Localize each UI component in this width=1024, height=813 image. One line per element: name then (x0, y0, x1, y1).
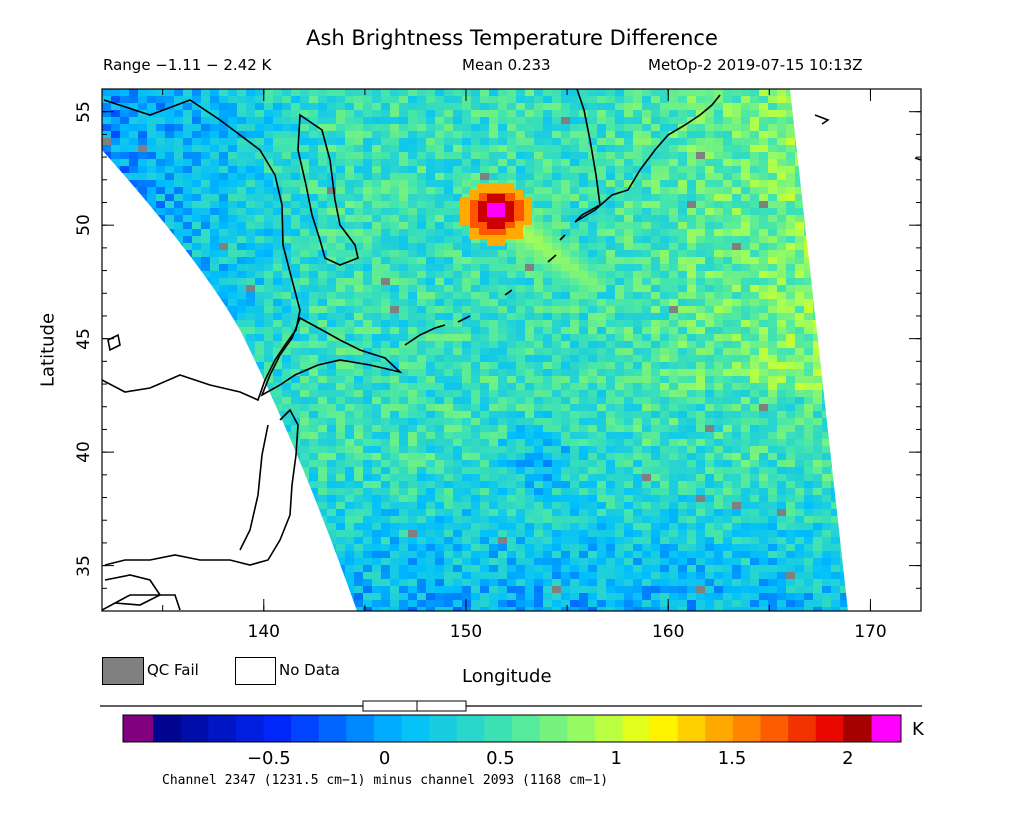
lon-tick-label: 160 (651, 622, 685, 642)
colorbar-tick-label: 0.5 (486, 748, 515, 769)
colorbar-unit: K (912, 719, 924, 740)
satellite-timestamp: MetOp-2 2019-07-15 10:13Z (648, 56, 863, 74)
qc-fail-label: QC Fail (147, 661, 199, 679)
coastlines (102, 89, 921, 611)
swath-pixels (102, 89, 848, 611)
channel-description: Channel 2347 (1231.5 cm−1) minus channel… (162, 773, 609, 788)
lat-tick-label: 50 (74, 214, 94, 236)
lat-tick-label: 35 (74, 554, 94, 577)
x-axis-label: Longitude (462, 666, 552, 687)
colorbar-tick-label: −0.5 (246, 748, 291, 769)
axis-ticks (102, 88, 921, 611)
lat-tick-label: 55 (74, 100, 94, 123)
colorbar-tick-label: 2 (842, 748, 854, 769)
colorbar-tick-label: 1 (610, 748, 622, 769)
lon-tick-label: 150 (449, 622, 483, 642)
no-data-swatch (235, 657, 276, 685)
plot-frame (101, 88, 922, 612)
colorbar-tick-label: 1.5 (717, 748, 747, 769)
plot-title: Ash Brightness Temperature Difference (306, 26, 718, 50)
lat-tick-label: 45 (74, 327, 94, 350)
colorbar-mean-box (362, 700, 467, 712)
lat-tick-label: 40 (74, 441, 94, 463)
lon-tick-label: 170 (854, 622, 887, 642)
lon-tick-label: 140 (247, 622, 280, 642)
no-data-label: No Data (279, 661, 340, 679)
range-readout: Range −1.11 − 2.42 K (103, 56, 272, 74)
qc-fail-swatch (102, 657, 144, 685)
mean-readout: Mean 0.233 (462, 56, 551, 74)
colorbar-tick-label: 0 (378, 748, 391, 769)
colorbar (123, 715, 901, 742)
y-axis-label: Latitude (37, 312, 59, 388)
